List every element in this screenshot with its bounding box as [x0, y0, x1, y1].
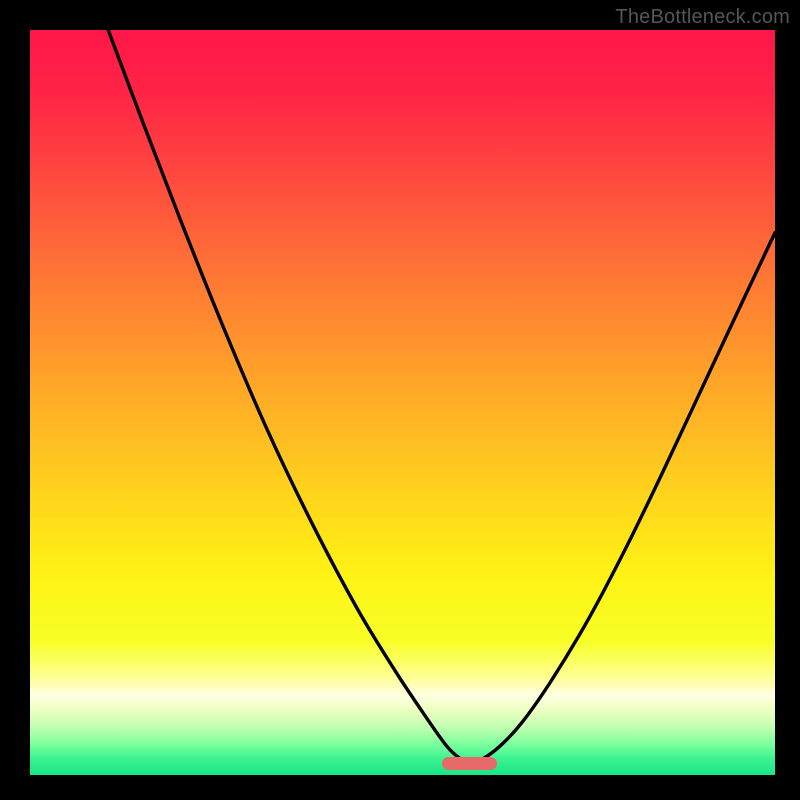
bottleneck-curve — [30, 30, 775, 775]
watermark-label: TheBottleneck.com — [615, 6, 790, 29]
curve-path — [108, 30, 775, 764]
chart-container: TheBottleneck.com — [0, 0, 800, 800]
plot-area — [30, 30, 775, 775]
